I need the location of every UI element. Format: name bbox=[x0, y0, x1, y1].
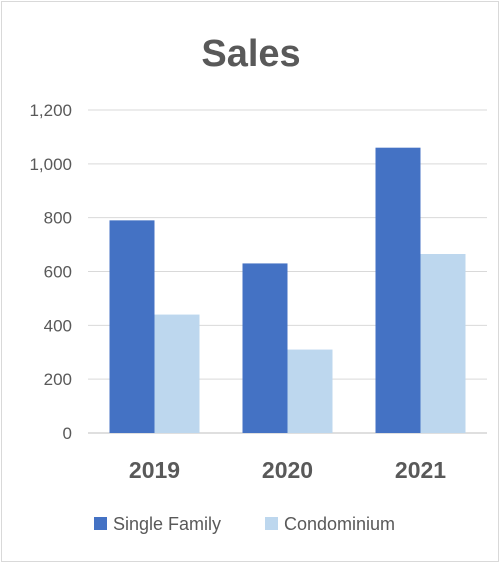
y-tick-label: 1,000 bbox=[29, 155, 72, 174]
y-axis-labels: 0 200 400 600 800 1,000 1,200 bbox=[29, 101, 72, 443]
bar-single-family-2020 bbox=[242, 263, 288, 433]
legend-label: Condominium bbox=[284, 514, 395, 534]
legend-swatch bbox=[94, 517, 107, 530]
legend: Single Family Condominium bbox=[94, 514, 395, 534]
bar-condominium-2021 bbox=[420, 254, 466, 433]
chart-title: Sales bbox=[201, 33, 300, 75]
y-tick-label: 200 bbox=[44, 370, 72, 389]
bar-single-family-2019 bbox=[109, 220, 155, 433]
y-tick-label: 400 bbox=[44, 316, 72, 335]
y-tick-label: 1,200 bbox=[29, 101, 72, 120]
x-tick-label: 2021 bbox=[395, 457, 446, 483]
bar-condominium-2020 bbox=[287, 349, 333, 433]
legend-swatch bbox=[265, 517, 278, 530]
x-tick-label: 2020 bbox=[262, 457, 313, 483]
y-tick-label: 0 bbox=[63, 424, 72, 443]
bar-condominium-2019 bbox=[154, 314, 200, 433]
x-tick-label: 2019 bbox=[129, 457, 180, 483]
bar-single-family-2021 bbox=[375, 147, 421, 433]
x-axis-labels: 2019 2020 2021 bbox=[129, 457, 446, 483]
bars bbox=[109, 147, 466, 433]
y-tick-label: 800 bbox=[44, 209, 72, 228]
legend-label: Single Family bbox=[113, 514, 221, 534]
y-tick-label: 600 bbox=[44, 263, 72, 282]
